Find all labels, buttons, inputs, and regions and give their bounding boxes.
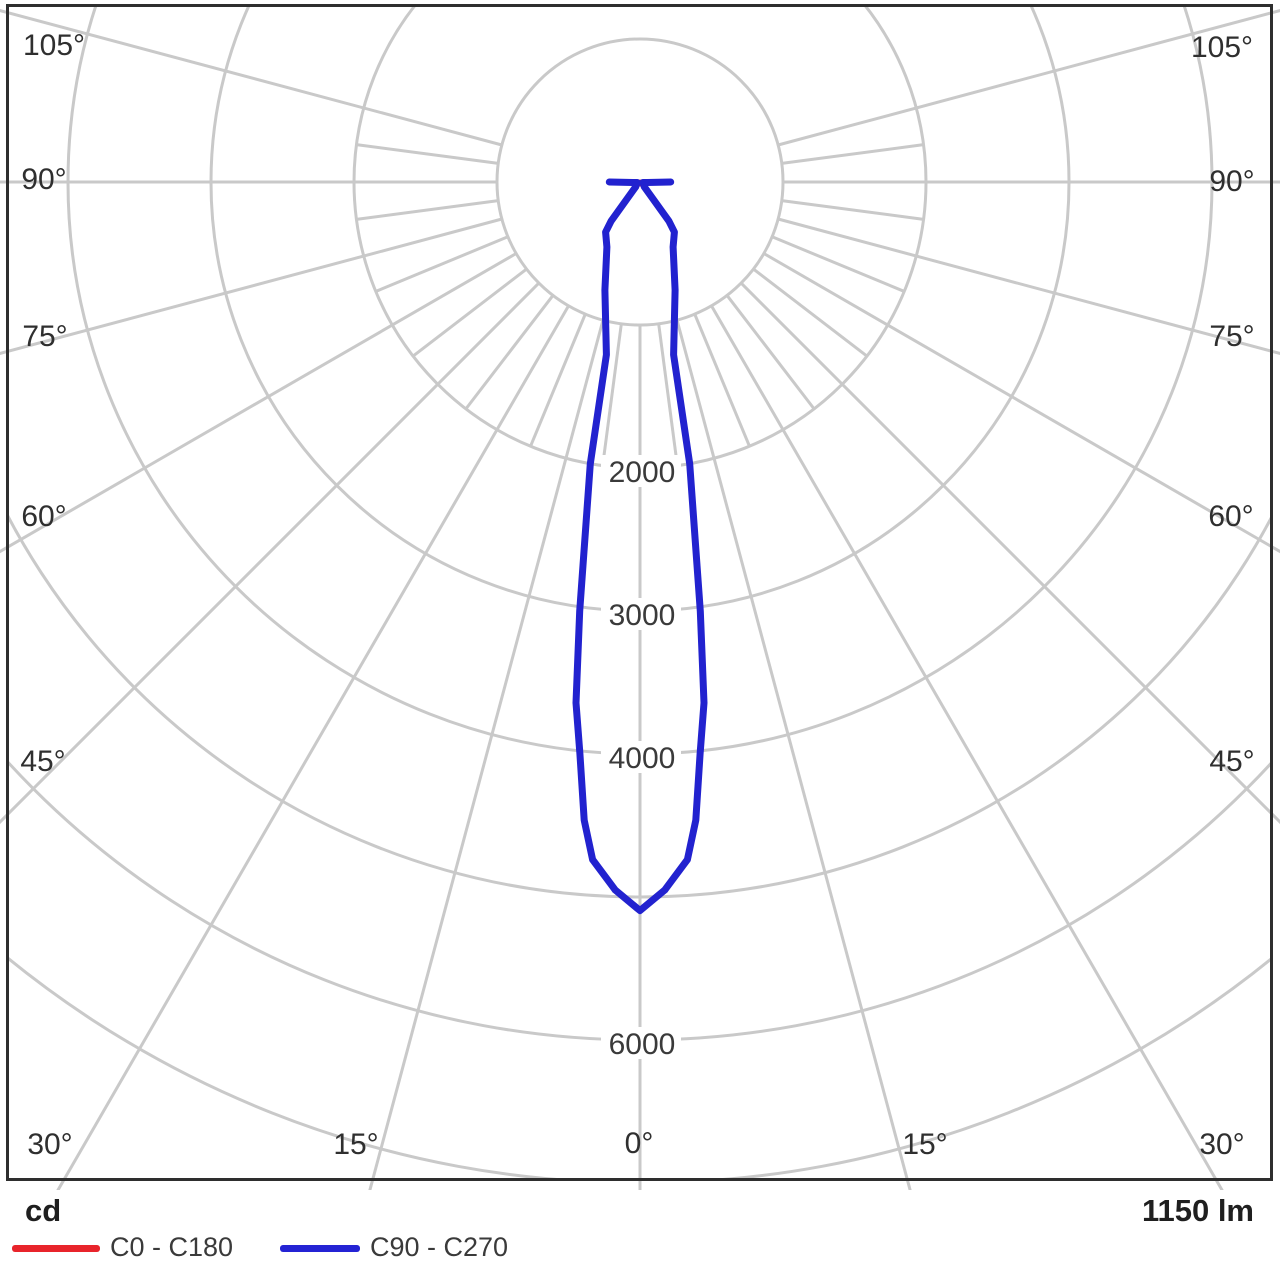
grid-ray-minor xyxy=(412,267,528,358)
legend-swatch-1 xyxy=(280,1245,360,1252)
grid-ray-major xyxy=(777,217,1280,356)
grid-ray-minor xyxy=(693,313,751,447)
grid-ray-major xyxy=(0,282,540,825)
legend-swatch-0 xyxy=(12,1245,100,1252)
ring-label: 3000 xyxy=(609,599,676,632)
angle-label: 75° xyxy=(1209,320,1254,353)
grid-ray-minor xyxy=(771,235,905,293)
angle-label: 30° xyxy=(27,1128,72,1161)
grid-ray-minor xyxy=(657,323,679,466)
grid-ray-major xyxy=(368,319,605,1190)
grid-ray-major xyxy=(0,252,517,554)
luminous-flux-label: 1150 lm xyxy=(1141,1193,1254,1228)
grid-ray-minor xyxy=(781,199,924,221)
polar-diagram: 2000 3000 4000 6000 105° 90° 75° 60° 45° 30° 15° 0… xyxy=(0,4,1280,1190)
grid-ray-major xyxy=(0,8,503,147)
angle-label: 75° xyxy=(22,320,67,353)
angle-label: 0° xyxy=(625,1127,654,1160)
grid-ray-minor xyxy=(464,294,555,410)
angle-label: 45° xyxy=(1209,745,1254,778)
grid-ray-minor xyxy=(781,143,924,165)
angle-label: 105° xyxy=(23,29,85,62)
ring-value-labels: 2000 3000 4000 6000 xyxy=(601,455,681,1061)
grid-ray-major xyxy=(763,252,1280,554)
angle-label: 60° xyxy=(21,500,66,533)
ring-label-backing xyxy=(601,455,681,487)
grid-ray-minor xyxy=(529,313,587,447)
ring-label-backing xyxy=(601,598,681,630)
curve-c90-c270 xyxy=(572,178,708,915)
grid-ray-major xyxy=(710,305,1224,1190)
unit-label: cd xyxy=(25,1193,62,1228)
angle-label: 105° xyxy=(1191,31,1253,64)
plot-border xyxy=(6,4,1273,1181)
angle-label: 30° xyxy=(1199,1128,1244,1161)
ring-label-backing xyxy=(601,741,681,773)
grid-ray-minor xyxy=(725,294,816,410)
grid-ray-major xyxy=(675,319,912,1190)
intensity-curves xyxy=(572,178,708,915)
grid-ray-minor xyxy=(601,323,623,466)
angle-label: 90° xyxy=(21,163,66,196)
angle-label: 15° xyxy=(333,1128,378,1161)
polar-grid-rays xyxy=(0,8,1280,1190)
angle-labels: 105° 90° 75° 60° 45° 30° 15° 0° 15° 30° 45° 60° 75° 9… xyxy=(20,29,1254,1161)
grid-ring-1000 xyxy=(495,37,785,327)
grid-ray-minor xyxy=(375,235,509,293)
grid-ray-major xyxy=(0,217,503,356)
legend-label-1: C90 - C270 xyxy=(370,1232,509,1262)
grid-ray-major xyxy=(740,282,1280,825)
angle-label: 15° xyxy=(902,1128,947,1161)
legend-label-0: C0 - C180 xyxy=(110,1232,234,1262)
ring-label: 2000 xyxy=(609,456,676,489)
grid-ring-5000 xyxy=(7,510,1272,899)
angle-label: 60° xyxy=(1208,500,1253,533)
angle-label: 90° xyxy=(1209,165,1254,198)
grid-ray-minor xyxy=(356,143,499,165)
ring-label-backing xyxy=(601,1027,681,1059)
grid-ray-minor xyxy=(356,199,499,221)
ring-label: 6000 xyxy=(609,1028,676,1061)
grid-ray-minor xyxy=(752,267,868,358)
grid-ray-major xyxy=(777,8,1280,147)
angle-label: 45° xyxy=(20,745,65,778)
grid-ray-major xyxy=(56,305,570,1190)
ring-label: 4000 xyxy=(609,742,676,775)
